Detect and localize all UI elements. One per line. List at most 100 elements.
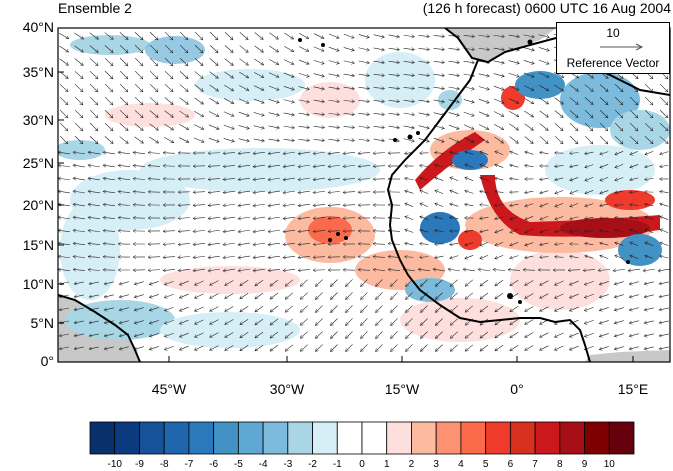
wind-arrow	[554, 345, 564, 350]
wind-arrow	[478, 98, 489, 103]
wind-arrow	[524, 110, 533, 117]
wind-arrow	[253, 152, 265, 153]
wind-arrow	[134, 32, 143, 40]
wind-arrow	[508, 60, 520, 64]
wind-arrow	[223, 243, 235, 245]
wind-arrow	[358, 126, 370, 127]
wind-arrow	[88, 165, 100, 167]
wind-arrow	[554, 84, 563, 92]
wind-arrow	[104, 57, 113, 66]
wind-arrow	[179, 97, 189, 105]
wind-arrow	[540, 152, 549, 154]
wind-arrow	[391, 344, 398, 351]
colorbar-tick-label: 0	[359, 459, 365, 470]
wind-arrow	[343, 205, 356, 206]
wind-arrow	[300, 331, 308, 339]
wind-arrow	[270, 305, 279, 312]
wind-arrow	[269, 45, 278, 52]
wind-arrow	[164, 345, 174, 350]
wind-arrow	[391, 292, 398, 299]
wind-arrow	[194, 97, 203, 104]
wind-arrow	[599, 97, 608, 105]
wind-arrow	[238, 138, 250, 142]
wind-arrow	[420, 230, 429, 232]
wind-arrow	[283, 191, 295, 193]
wind-arrow	[599, 122, 608, 131]
wind-arrow	[418, 74, 430, 75]
wind-arrow	[509, 123, 518, 130]
wind-arrow	[420, 203, 429, 208]
lon-label-45w: 45°W	[151, 381, 187, 397]
wind-arrow	[343, 113, 355, 114]
wind-arrow	[508, 270, 521, 271]
wind-arrow	[148, 179, 161, 180]
wind-arrow	[179, 44, 188, 53]
wind-arrow	[313, 100, 325, 102]
wind-arrow	[300, 344, 308, 352]
wind-arrow	[104, 32, 114, 40]
wind-arrow	[361, 305, 368, 312]
wind-arrow	[298, 270, 311, 271]
wind-arrow	[539, 123, 548, 130]
wind-arrow	[223, 124, 234, 129]
wind-arrow	[450, 177, 459, 182]
colorbar-swatch	[460, 421, 487, 455]
wind-arrow	[510, 165, 519, 168]
wind-arrow	[328, 126, 340, 127]
wind-arrow	[599, 320, 609, 323]
wind-arrow	[418, 61, 430, 62]
wind-arrow	[495, 229, 504, 232]
wind-arrow	[478, 269, 490, 270]
wind-arrow	[480, 229, 489, 232]
wind-arrow	[88, 217, 100, 218]
wind-arrow	[660, 191, 669, 192]
wind-arrow	[283, 217, 295, 219]
wind-arrow	[179, 332, 189, 337]
wind-arrow	[163, 269, 176, 270]
wind-arrow	[239, 85, 249, 90]
wind-arrow	[208, 204, 220, 205]
wind-arrow	[208, 124, 219, 129]
wind-arrow	[418, 87, 430, 88]
wind-arrow	[494, 136, 503, 143]
wind-arrow	[74, 135, 83, 144]
wind-arrow	[119, 70, 128, 79]
wind-arrow	[238, 269, 250, 271]
wind-arrow	[255, 331, 264, 338]
wind-arrow	[164, 44, 173, 53]
wind-arrow	[253, 125, 265, 129]
wind-arrow	[418, 100, 430, 102]
wind-arrow	[313, 113, 325, 114]
wind-arrow	[328, 73, 340, 76]
wind-arrow	[450, 331, 458, 339]
wind-arrow	[509, 136, 519, 144]
wind-arrow	[480, 178, 489, 181]
wind-arrow	[433, 137, 444, 142]
wind-arrow	[148, 270, 161, 271]
wind-arrow	[255, 305, 264, 312]
wind-arrow	[495, 292, 504, 299]
wind-arrow	[74, 282, 84, 284]
wind-arrow	[361, 331, 368, 338]
wind-arrow	[388, 126, 400, 128]
wind-arrow	[224, 71, 233, 78]
wind-arrow	[540, 257, 549, 258]
wind-arrow	[194, 71, 203, 78]
wind-arrow	[615, 191, 624, 193]
wind-arrow	[420, 257, 429, 258]
wind-arrow	[210, 332, 219, 338]
wind-arrow	[285, 331, 294, 338]
wind-arrow	[268, 72, 279, 78]
wind-arrow	[343, 218, 356, 219]
wind-arrow	[88, 243, 101, 244]
wind-arrow	[299, 32, 309, 38]
wind-arrow	[164, 57, 173, 66]
wind-arrow	[270, 279, 279, 286]
wind-arrow	[373, 153, 386, 154]
wind-arrow	[569, 97, 579, 105]
colorbar-tick-label: 7	[532, 459, 538, 470]
wind-arrow	[450, 279, 458, 287]
wind-arrow	[298, 139, 310, 140]
wind-arrow	[253, 178, 265, 180]
wind-arrow	[58, 152, 70, 154]
